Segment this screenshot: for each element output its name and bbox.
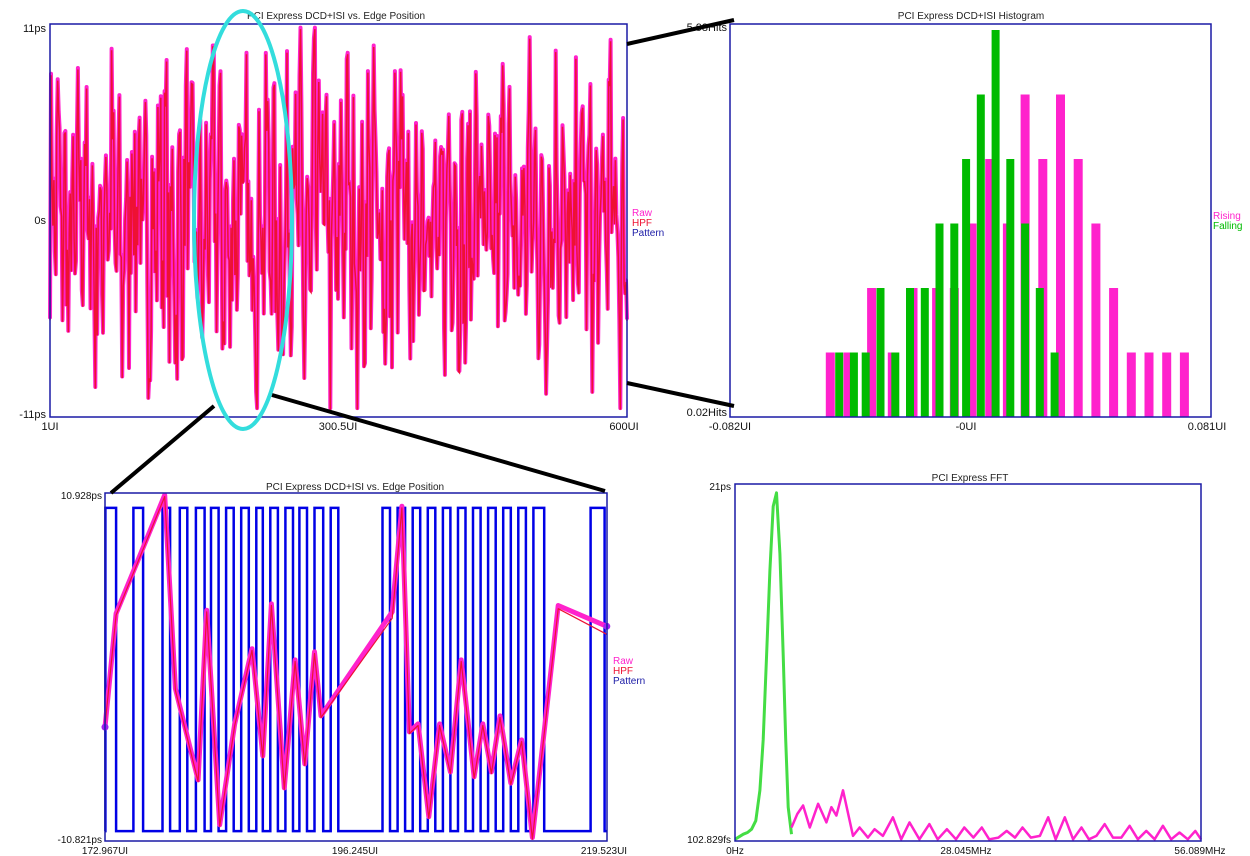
rising-bar (1144, 352, 1154, 417)
histogram-y-tick: 0.02Hits (687, 407, 728, 419)
falling-bar (920, 288, 929, 417)
edge-main-y-tick: 11ps (23, 23, 47, 35)
panel-edge-main: PCI Express DCD+ISI vs. Edge Position 11… (19, 11, 664, 433)
hpf-series-line (104, 496, 608, 840)
rising-bar (967, 223, 977, 417)
histogram-x-tick: 0.081UI (1188, 421, 1227, 433)
edge-main-plot-area (49, 28, 629, 411)
connector-line (626, 381, 735, 408)
edge-main-frame (49, 23, 628, 418)
panel-histogram: PCI Express DCD+ISI Histogram 5.98Hits 0… (687, 11, 1243, 433)
fft-x-tick: 56.089MHz (1174, 846, 1225, 856)
edge-main-y-tick: -11ps (19, 409, 46, 421)
rising-bar (1056, 94, 1065, 417)
hpf-series-line (49, 29, 628, 410)
fft-x-tick: 28.045MHz (940, 846, 991, 856)
edge-zoom-x-tick: 172.967UI (82, 846, 128, 856)
rising-bar (1109, 288, 1119, 417)
edge-main-legend-hpf: HPF (632, 218, 652, 229)
fft-y-tick: 21ps (709, 482, 731, 493)
edge-main-x-tick: 300.5UI (319, 421, 358, 433)
histogram-legend-falling: Falling (1213, 221, 1242, 232)
edge-zoom-frame (104, 492, 608, 842)
fft-x-tick: 0Hz (726, 846, 744, 856)
falling-bar (861, 352, 870, 417)
edge-zoom-plot-area (101, 492, 611, 840)
fft-spectrum-line (790, 789, 1203, 841)
falling-bar (876, 288, 885, 417)
falling-bar (1035, 288, 1044, 417)
edge-main-legend-pattern: Pattern (632, 228, 664, 239)
histogram-x-tick: -0.082UI (709, 421, 751, 433)
rising-bar (1179, 352, 1189, 417)
fft-peak-line (734, 491, 793, 841)
edge-main-legend-raw: Raw (632, 208, 653, 219)
edge-main-x-tick: 1UI (41, 421, 58, 433)
rising-bar (843, 352, 853, 417)
falling-bar (950, 223, 959, 417)
falling-bar (1006, 159, 1015, 417)
edge-main-y-tick: 0s (34, 215, 46, 227)
falling-bar (849, 352, 858, 417)
edge-zoom-title: PCI Express DCD+ISI vs. Edge Position (266, 482, 444, 493)
falling-bar (906, 288, 914, 417)
edge-zoom-legend-raw: Raw (613, 656, 634, 667)
fft-plot-area (734, 491, 1203, 841)
falling-bar (991, 30, 1000, 417)
pattern-series-line (104, 506, 607, 833)
histogram-frame (729, 23, 1212, 418)
rising-bar (1162, 352, 1172, 417)
histogram-plot-area (825, 30, 1189, 417)
falling-bar (935, 223, 944, 417)
edge-main-title: PCI Express DCD+ISI vs. Edge Position (247, 11, 425, 22)
edge-zoom-legend-hpf: HPF (613, 666, 633, 677)
zoom-region-highlight (192, 9, 294, 431)
falling-bar (891, 352, 900, 417)
fft-title: PCI Express FFT (932, 473, 1009, 484)
rising-bar (1126, 352, 1136, 417)
connector-line (626, 18, 735, 46)
connector-line (271, 393, 606, 493)
rising-bar (867, 288, 877, 417)
fft-y-tick: 102.829fs (687, 835, 731, 846)
falling-bar (1050, 352, 1059, 417)
edge-zoom-x-tick: 219.523UI (581, 846, 627, 856)
rising-bar (1091, 223, 1101, 417)
fft-frame (734, 483, 1202, 842)
rising-bar (1073, 159, 1083, 417)
rising-bar (825, 352, 835, 417)
falling-bar (962, 159, 971, 417)
panel-edge-zoom: PCI Express DCD+ISI vs. Edge Position 10… (58, 482, 646, 856)
histogram-x-tick: -0UI (956, 421, 977, 433)
edge-zoom-x-tick: 196.245UI (332, 846, 378, 856)
connector-line (109, 404, 216, 495)
edge-zoom-y-tick: 10.928ps (61, 491, 102, 502)
falling-bar (976, 94, 985, 417)
edge-zoom-y-tick: -10.821ps (58, 835, 102, 846)
falling-bar (835, 352, 844, 417)
rising-bar (985, 159, 995, 417)
edge-main-x-tick: 600UI (609, 421, 638, 433)
histogram-title: PCI Express DCD+ISI Histogram (898, 11, 1044, 22)
edge-zoom-legend-pattern: Pattern (613, 676, 645, 687)
falling-bar (1021, 223, 1030, 417)
panel-fft: PCI Express FFT 21ps 102.829fs 0Hz 28.04… (687, 473, 1226, 856)
histogram-legend-rising: Rising (1213, 211, 1241, 222)
